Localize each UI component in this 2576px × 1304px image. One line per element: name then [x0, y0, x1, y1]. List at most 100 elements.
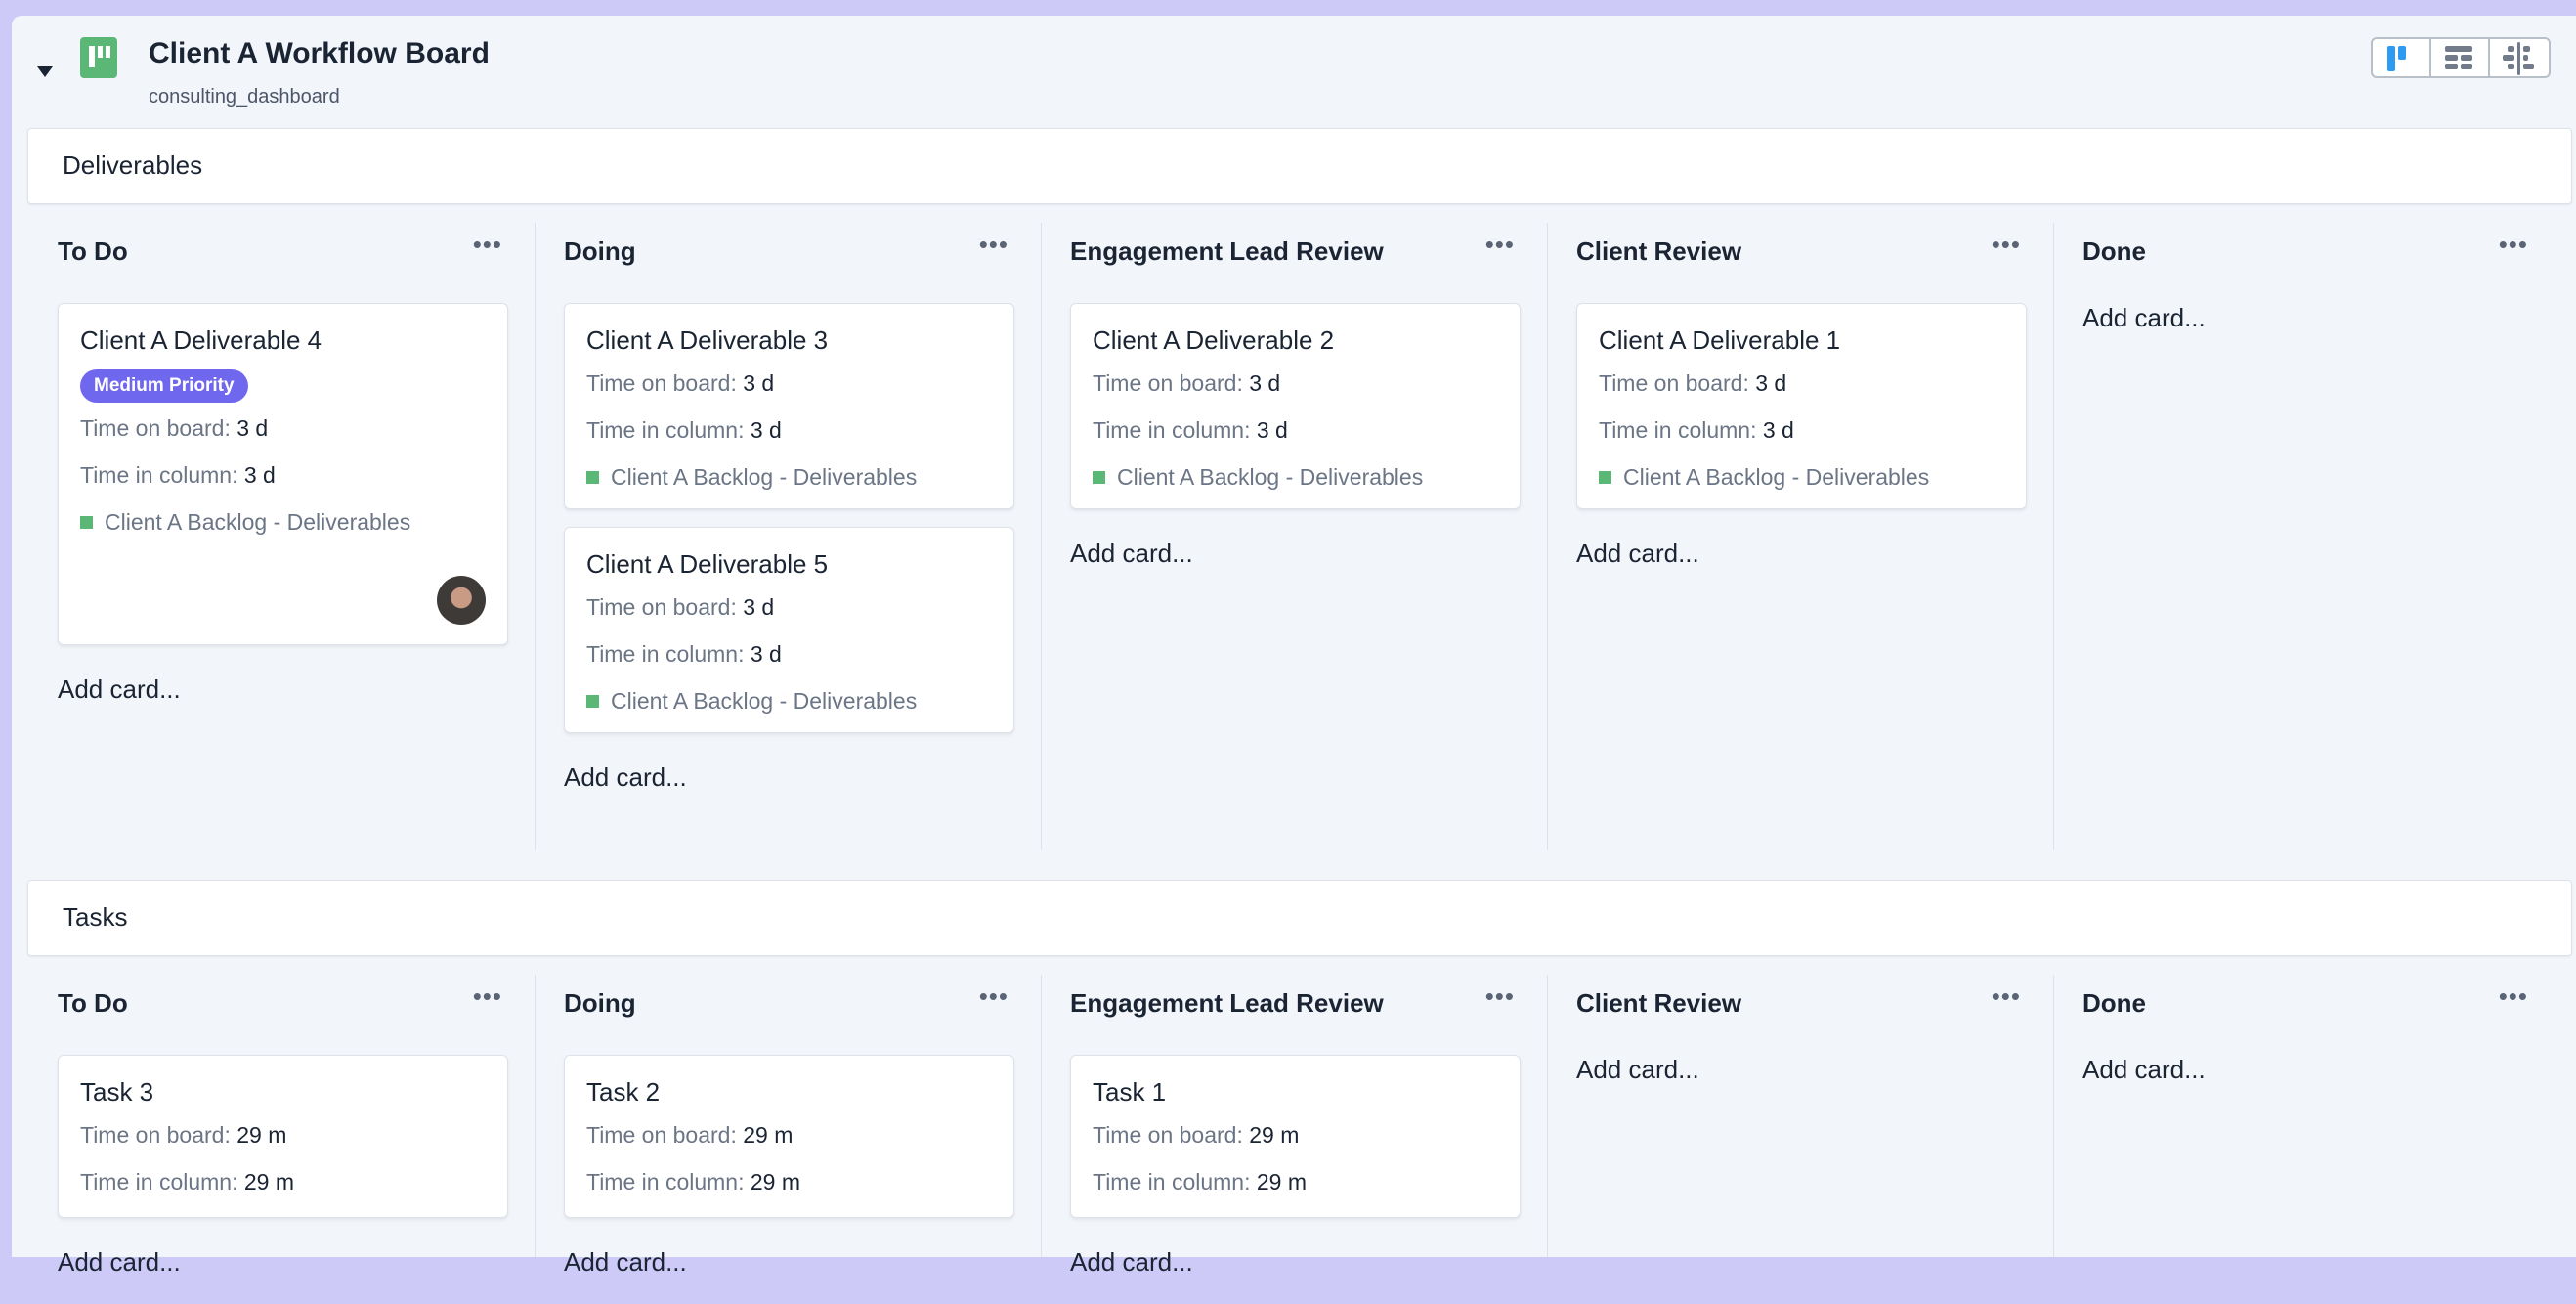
add-card-button[interactable]: Add card...	[564, 1236, 1014, 1304]
caret-down-icon[interactable]	[37, 66, 53, 77]
time-on-board-label: Time on board:	[586, 594, 737, 620]
time-on-board-value: 29 m	[1249, 1122, 1299, 1148]
card-title: Client A Deliverable 5	[586, 549, 992, 580]
time-in-column-label: Time in column:	[586, 417, 744, 443]
more-options-icon[interactable]: •••	[2499, 237, 2528, 252]
backlog-tag-label: Client A Backlog - Deliverables	[611, 687, 917, 715]
time-in-column: Time in column: 3 d	[80, 461, 486, 489]
column-header: Engagement Lead Review•••	[1070, 223, 1521, 303]
column-header: Client Review•••	[1576, 223, 2027, 303]
time-in-column: Time in column: 29 m	[586, 1168, 992, 1195]
card-title: Client A Deliverable 1	[1599, 326, 2004, 356]
column-title: Client Review	[1576, 988, 1741, 1019]
column-client-review: Client Review••• Client A Deliverable 1 Ti…	[1548, 223, 2054, 850]
tag-color-square-icon	[586, 695, 599, 708]
time-in-column: Time in column: 3 d	[1599, 416, 2004, 444]
column-title: To Do	[58, 988, 128, 1019]
more-options-icon[interactable]: •••	[1992, 988, 2021, 1004]
more-options-icon[interactable]: •••	[473, 237, 502, 252]
section-header-tasks[interactable]: Tasks	[27, 880, 2572, 956]
backlog-tag: Client A Backlog - Deliverables	[586, 687, 992, 715]
add-card-button[interactable]: Add card...	[1070, 1236, 1521, 1304]
kanban-board-icon	[80, 37, 117, 78]
add-card-button[interactable]: Add card...	[1576, 527, 2027, 595]
add-card-button[interactable]: Add card...	[2082, 303, 2534, 371]
column-done: Done•••Add card...	[2054, 223, 2560, 850]
page-title: Client A Workflow Board	[149, 37, 490, 70]
more-options-icon[interactable]: •••	[2499, 988, 2528, 1004]
board-view-button[interactable]	[2373, 39, 2431, 76]
card[interactable]: Client A Deliverable 4 Medium Priority Tim…	[58, 303, 508, 645]
time-on-board-label: Time on board:	[80, 1122, 231, 1148]
time-in-column-label: Time in column:	[1599, 417, 1756, 443]
column-header: Done•••	[2082, 223, 2534, 303]
column-client-review: Client Review ••• Add card...	[1548, 975, 2054, 1257]
time-in-column: Time in column: 3 d	[1093, 416, 1498, 444]
time-in-column-value: 3 d	[1763, 417, 1794, 443]
time-on-board-label: Time on board:	[586, 370, 737, 396]
column-header: Doing •••	[564, 223, 1014, 303]
card[interactable]: Client A Deliverable 2 Time on board: 3 d…	[1070, 303, 1521, 509]
time-on-board-value: 3 d	[236, 415, 268, 441]
card-title: Task 1	[1093, 1077, 1498, 1108]
time-in-column-label: Time in column:	[1093, 417, 1250, 443]
time-on-board: Time on board: 3 d	[80, 414, 486, 442]
card-title: Task 3	[80, 1077, 486, 1108]
time-in-column-value: 3 d	[751, 641, 782, 667]
backlog-tag: Client A Backlog - Deliverables	[80, 508, 486, 536]
time-in-column-value: 3 d	[1257, 417, 1288, 443]
time-in-column: Time in column: 29 m	[80, 1168, 486, 1195]
add-card-button[interactable]: Add card...	[564, 751, 1014, 819]
time-in-column-value: 29 m	[751, 1169, 800, 1195]
add-card-button[interactable]: Add card...	[1070, 527, 1521, 595]
table-view-button[interactable]	[2431, 39, 2490, 76]
more-options-icon[interactable]: •••	[1485, 237, 1515, 252]
more-options-icon[interactable]: •••	[979, 237, 1009, 252]
card-title: Client A Deliverable 4	[80, 326, 486, 356]
time-in-column-value: 29 m	[1257, 1169, 1307, 1195]
column-header: To Do •••	[58, 975, 508, 1055]
priority-badge: Medium Priority	[80, 369, 248, 403]
time-in-column-value: 29 m	[244, 1169, 294, 1195]
column-title: Doing	[564, 988, 636, 1019]
card-title: Client A Deliverable 2	[1093, 326, 1498, 356]
time-on-board-value: 29 m	[236, 1122, 286, 1148]
add-card-button[interactable]: Add card...	[1576, 1055, 2027, 1123]
avatar[interactable]	[437, 576, 486, 625]
backlog-tag: Client A Backlog - Deliverables	[586, 463, 992, 491]
time-on-board-label: Time on board:	[1093, 370, 1243, 396]
time-in-column-label: Time in column:	[586, 1169, 744, 1195]
backlog-tag-label: Client A Backlog - Deliverables	[611, 463, 917, 491]
time-in-column: Time in column: 3 d	[586, 416, 992, 444]
section-header-deliverables[interactable]: Deliverables	[27, 128, 2572, 204]
add-card-button[interactable]: Add card...	[58, 663, 508, 731]
column-title: Done	[2082, 988, 2146, 1019]
card[interactable]: Client A Deliverable 1 Time on board: 3 d…	[1576, 303, 2027, 509]
add-card-button[interactable]: Add card...	[58, 1236, 508, 1304]
column-title: Doing	[564, 237, 636, 267]
more-options-icon[interactable]: •••	[1485, 988, 1515, 1004]
more-options-icon[interactable]: •••	[473, 988, 502, 1004]
timeline-view-button[interactable]	[2490, 39, 2549, 76]
time-on-board: Time on board: 3 d	[1599, 369, 2004, 397]
card[interactable]: Client A Deliverable 5 Time on board: 3 d…	[564, 527, 1014, 733]
time-on-board: Time on board: 29 m	[1093, 1121, 1498, 1149]
column-title: Engagement Lead Review	[1070, 988, 1384, 1019]
time-in-column: Time in column: 3 d	[586, 640, 992, 668]
column-header: Doing •••	[564, 975, 1014, 1055]
more-options-icon[interactable]: •••	[979, 988, 1009, 1004]
time-on-board: Time on board: 3 d	[1093, 369, 1498, 397]
more-options-icon[interactable]: •••	[1992, 237, 2021, 252]
time-on-board-value: 3 d	[743, 370, 774, 396]
add-card-button[interactable]: Add card...	[2082, 1055, 2534, 1123]
tag-color-square-icon	[1093, 471, 1105, 484]
tag-color-square-icon	[586, 471, 599, 484]
